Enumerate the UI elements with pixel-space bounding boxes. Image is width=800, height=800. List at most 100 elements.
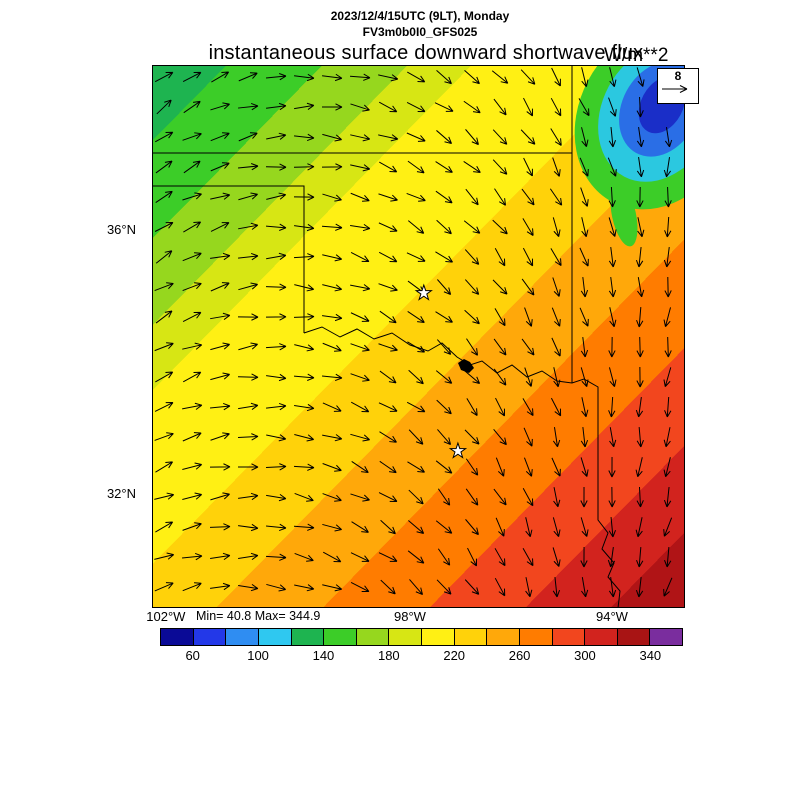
wind-arrow (322, 551, 342, 563)
wind-arrow (466, 398, 478, 416)
oklahoma-panhandle-border (152, 185, 305, 333)
valid-time-label: 2023/12/4/15UTC (9LT), Monday (330, 9, 510, 23)
wind-arrow (265, 343, 287, 351)
wind-arrow (350, 493, 370, 502)
wind-arrow (265, 523, 287, 532)
wind-arrow (210, 132, 230, 142)
wind-arrow (182, 311, 202, 323)
wind-arrow (182, 432, 202, 442)
wind-arrow (663, 427, 671, 448)
wind-arrow (437, 279, 452, 295)
wind-arrow (238, 552, 259, 561)
wind-arrow (663, 517, 673, 537)
wind-arrow (293, 313, 315, 321)
wind-arrow (210, 372, 230, 381)
wind-arrow (378, 134, 399, 142)
wind-arrow (520, 69, 536, 85)
wind-arrow (636, 366, 644, 388)
wind-arrow (550, 397, 562, 417)
wind-arrow (378, 74, 399, 82)
wind-arrow (182, 402, 203, 410)
x-tick-label: 94°W (596, 609, 628, 624)
wind-arrow (182, 462, 203, 470)
wind-arrow (552, 517, 561, 537)
wind-arrow (182, 342, 203, 350)
wind-arrow (209, 463, 231, 471)
wind-arrow (664, 276, 672, 298)
wind-arrow (664, 216, 672, 238)
wind-arrow (551, 67, 561, 87)
wind-arrow (406, 101, 426, 113)
wind-arrow (579, 157, 589, 177)
colorbar-cell (421, 629, 454, 645)
wind-arrow (155, 160, 173, 174)
wind-arrow (609, 307, 617, 328)
wind-arrow (294, 552, 314, 562)
wind-arrow (435, 190, 453, 204)
wind-arrow (378, 193, 398, 202)
wind-arrow (322, 523, 342, 532)
red-river-texas-border (303, 326, 621, 608)
wind-arrow (379, 431, 397, 443)
wind-arrow (238, 492, 259, 501)
wind-arrow (522, 247, 534, 267)
wind-arrow (466, 338, 479, 356)
wind-arrow (609, 67, 617, 88)
wind-arrow (664, 336, 672, 358)
wind-arrow (238, 282, 258, 291)
wind-arrow (551, 307, 561, 327)
wind-arrow (524, 307, 533, 327)
wind-arrow (608, 186, 616, 208)
wind-arrow (182, 71, 202, 83)
wind-arrow (266, 192, 287, 200)
wind-arrow (155, 521, 174, 533)
wind-arrow (378, 251, 398, 263)
wind-arrow (635, 577, 644, 598)
wind-arrow (379, 310, 397, 324)
wind-arrow (553, 367, 561, 388)
wind-arrow (465, 129, 479, 146)
wind-arrow (552, 577, 561, 598)
x-axis-labels: 102°W 98°W 94°W (146, 609, 685, 625)
wind-arrow (266, 102, 287, 111)
wind-arrow (522, 218, 534, 237)
wind-arrow (525, 577, 533, 598)
units-label: W/m**2 (604, 45, 669, 66)
wind-arrow (238, 342, 258, 351)
wind-arrow (183, 221, 202, 233)
wind-arrow (608, 577, 617, 598)
wind-arrow (552, 157, 561, 177)
wind-arrow (210, 312, 231, 320)
wind-arrow (237, 313, 259, 321)
wind-arrow (608, 247, 617, 268)
colorbar-cell (649, 629, 682, 645)
colorbar-cell (225, 629, 258, 645)
wind-arrow (525, 517, 533, 538)
wind-arrow (155, 310, 173, 324)
water-body (458, 359, 474, 373)
wind-arrow (437, 488, 451, 506)
wind-arrow (580, 187, 589, 207)
wind-arrow (294, 133, 315, 142)
wind-arrow (664, 186, 672, 208)
wind-arrow (406, 401, 426, 413)
wind-arrow (182, 132, 202, 141)
wind-arrow (550, 97, 562, 117)
wind-arrow (293, 463, 315, 471)
wind-arrow (407, 71, 426, 83)
wind-arrow (322, 402, 342, 412)
wind-arrow (636, 157, 645, 178)
wind-arrow (238, 72, 258, 82)
wind-arrow (521, 188, 535, 206)
wind-arrow (491, 70, 509, 84)
wind-arrow (265, 313, 287, 321)
x-tick-label: 98°W (394, 609, 426, 624)
wind-arrow (322, 313, 343, 322)
wind-arrow (636, 67, 645, 87)
wind-arrow (492, 219, 508, 235)
wind-arrow (435, 311, 453, 323)
wind-arrow (494, 188, 507, 206)
wind-arrow (408, 489, 424, 505)
wind-arrow (523, 457, 533, 477)
colorbar-tick-label: 140 (312, 648, 335, 663)
